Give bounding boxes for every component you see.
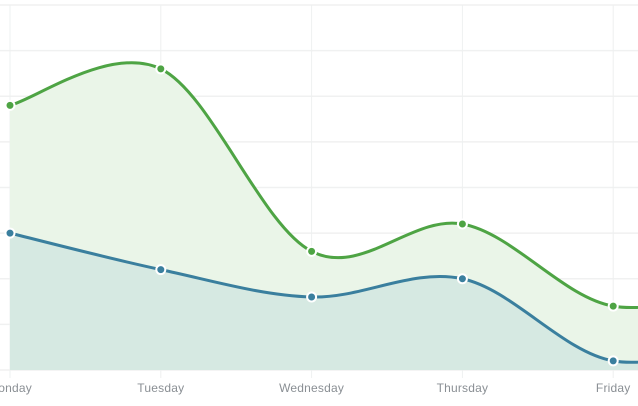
x-tick-label: Wednesday — [279, 381, 344, 395]
series-green-point — [607, 300, 619, 312]
series-green-point — [4, 99, 16, 111]
series-green-point — [306, 245, 318, 257]
series-green-point — [456, 218, 468, 230]
x-axis-labels: Monday Tuesday Wednesday Thursday Friday — [0, 381, 630, 395]
x-tick-label: Friday — [596, 381, 631, 395]
x-tick-label: Monday — [0, 381, 32, 395]
series-green-point — [155, 63, 167, 75]
lines — [9, 61, 638, 364]
series-blue-line — [9, 231, 638, 364]
series-blue-point — [306, 291, 318, 303]
x-tick-label: Tuesday — [137, 381, 184, 395]
series-blue-point — [456, 273, 468, 285]
x-tick-label: Thursday — [437, 381, 489, 395]
series-blue-point — [607, 355, 619, 367]
series-blue-point — [155, 264, 167, 276]
series-blue-area — [10, 233, 638, 370]
points — [4, 63, 619, 367]
series-green-line — [9, 61, 638, 309]
series-blue-point — [4, 227, 16, 239]
areas — [10, 62, 638, 370]
